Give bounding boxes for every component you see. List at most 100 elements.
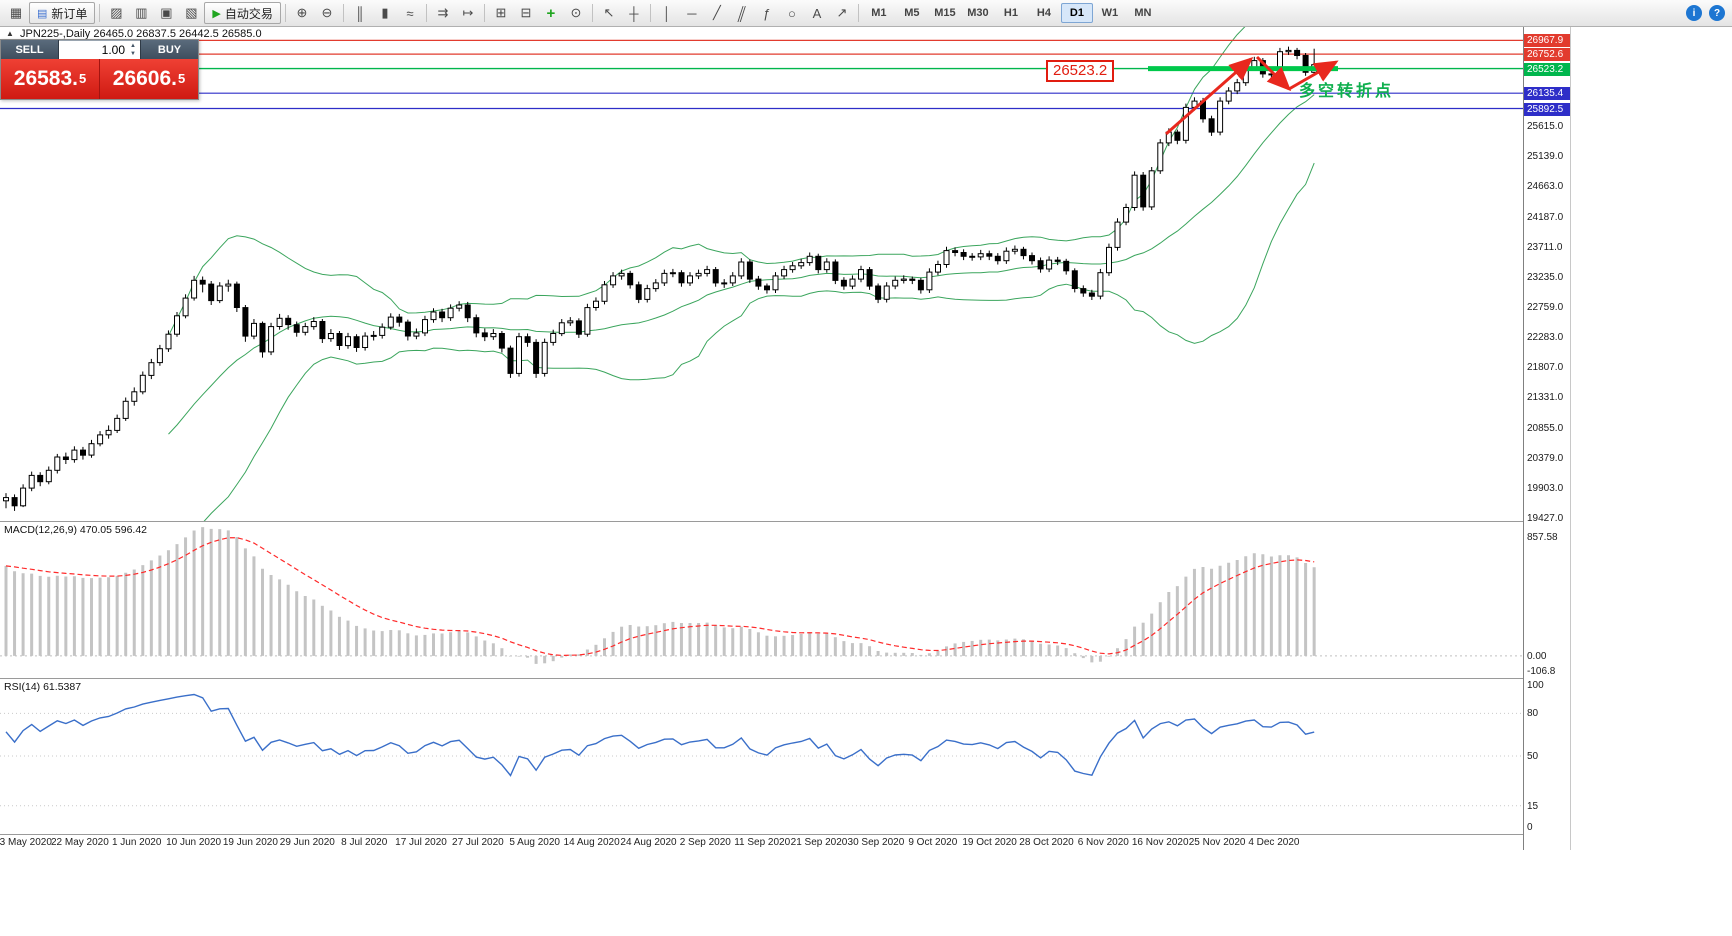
text-label-icon[interactable]: A xyxy=(812,5,822,21)
macd-axis-label: 0.00 xyxy=(1527,650,1547,662)
timeframe-d1[interactable]: D1 xyxy=(1060,3,1093,23)
bar-chart-icon[interactable]: ║ xyxy=(355,5,365,21)
rsi-axis-label: 15 xyxy=(1527,800,1539,812)
community-icon[interactable]: i xyxy=(1686,5,1702,21)
bollinger-lower-band xyxy=(203,162,1315,521)
horizontal-line-icon[interactable]: ─ xyxy=(687,5,697,21)
rsi-pane[interactable]: RSI(14) 61.5387 xyxy=(0,679,1523,834)
date-label: 8 Jul 2020 xyxy=(341,837,388,848)
timeframe-m30[interactable]: M30 xyxy=(967,7,989,19)
price-tick-label: 22759.0 xyxy=(1527,302,1564,313)
price-tick-label: 21807.0 xyxy=(1527,362,1564,374)
red-arrow[interactable] xyxy=(1165,57,1254,136)
date-label: 16 Nov 2020 xyxy=(1131,837,1189,848)
auto-scroll-icon[interactable]: ⇉ xyxy=(437,5,449,20)
price-line-label: 26752.6 xyxy=(1524,48,1571,62)
fibonacci-icon[interactable]: ƒ xyxy=(763,5,771,21)
rsi-axis-label: 100 xyxy=(1527,680,1544,691)
zoom-out-icon[interactable]: ⊖ xyxy=(321,5,333,20)
price-line-label: 26523.2 xyxy=(1524,62,1571,76)
price-axis[interactable]: 25615.0 25139.0 24663.0 24187.0 23711.0 23235… xyxy=(1523,27,1571,850)
equidistant-channel-icon[interactable]: ║ xyxy=(734,5,749,21)
candlestick-chart-icon[interactable]: ▮ xyxy=(381,5,389,20)
timeframe-m1[interactable]: M1 xyxy=(871,7,887,19)
new-order-button[interactable]: ▤ 新订单 xyxy=(29,2,96,24)
main-toolbar: ▦ ▤ 新订单 ▨ ▥ ▣ ▧ ▶ 自动交易 ⊕ ⊖ ║ ▮ ≈ ⇉ ↦ ⊞ ⊟ + ⊙ ↖ ┼ │ ─ ╱ ║ ƒ ○ A ↗ M1 M5 M… xyxy=(0,0,1732,27)
macd-histogram xyxy=(4,527,1316,664)
order-ticket-icon: ▤ xyxy=(37,7,48,20)
periods-icon[interactable]: ⊙ xyxy=(570,5,582,20)
shapes-icon[interactable]: ○ xyxy=(787,5,796,21)
crosshair-icon[interactable]: ┼ xyxy=(629,5,639,21)
date-label: 4 Dec 2020 xyxy=(1248,837,1300,848)
timeframe-m15[interactable]: M15 xyxy=(934,7,956,19)
rsi-axis-label: 0 xyxy=(1527,822,1533,833)
price-chart-pane[interactable]: ▲ JPN225-,Daily 26465.0 26837.5 26442.5 … xyxy=(0,27,1523,521)
date-label: 19 Jun 2020 xyxy=(222,837,278,848)
line-chart-icon[interactable]: ≈ xyxy=(406,5,414,21)
data-window-icon[interactable]: ▣ xyxy=(160,5,173,20)
chart-window: ▲ JPN225-,Daily 26465.0 26837.5 26442.5 … xyxy=(0,27,1571,850)
profiles-icon[interactable]: ▨ xyxy=(110,5,123,20)
price-level-callout[interactable]: 26523.2 xyxy=(1046,60,1115,82)
date-label: 29 Jun 2020 xyxy=(279,837,335,848)
buy-price[interactable]: 26606. 5 xyxy=(100,59,198,99)
market-watch-icon[interactable]: ▥ xyxy=(135,5,148,20)
macd-chart[interactable] xyxy=(0,522,1523,678)
date-label: 5 Aug 2020 xyxy=(509,837,560,848)
new-chart-icon[interactable]: ▦ xyxy=(9,5,23,20)
toolbar-separator xyxy=(99,4,101,22)
date-label: 9 Oct 2020 xyxy=(908,837,958,848)
autotrading-button-label: 自动交易 xyxy=(224,6,273,21)
buy-button[interactable]: BUY xyxy=(140,40,198,59)
price-tick-label: 24663.0 xyxy=(1527,181,1564,193)
timeframe-w1[interactable]: W1 xyxy=(1101,7,1119,19)
price-line-label: 26135.4 xyxy=(1524,87,1571,101)
toolbar-separator xyxy=(591,4,593,22)
tile-windows-icon[interactable]: ⊞ xyxy=(495,5,507,20)
cascade-windows-icon[interactable]: ⊟ xyxy=(520,5,532,20)
volume-up-icon[interactable]: ▲ xyxy=(130,43,136,49)
price-tick-label: 25615.0 xyxy=(1527,121,1564,133)
date-label: 28 Oct 2020 xyxy=(1019,837,1074,848)
rsi-line xyxy=(5,693,1315,777)
trend-arrows[interactable] xyxy=(1165,55,1339,136)
red-arrow[interactable] xyxy=(1288,60,1339,91)
chart-shift-icon[interactable]: ↦ xyxy=(462,5,474,20)
timeframe-mn[interactable]: MN xyxy=(1134,7,1152,19)
vertical-line-icon[interactable]: │ xyxy=(662,5,671,21)
macd-label: MACD(12,26,9) 470.05 596.42 xyxy=(4,524,148,536)
trendline-icon[interactable]: ╱ xyxy=(712,5,721,20)
oneclick-toggle-icon[interactable]: ▲ xyxy=(6,29,14,38)
zoom-in-icon[interactable]: ⊕ xyxy=(296,5,308,20)
price-tick-label: 23711.0 xyxy=(1527,241,1563,253)
navigator-icon[interactable]: ▧ xyxy=(185,5,198,20)
volume-down-icon[interactable]: ▼ xyxy=(130,51,136,57)
sell-button[interactable]: SELL xyxy=(1,40,59,59)
chart-symbol-period: JPN225-,Daily xyxy=(19,28,91,40)
pane-divider[interactable] xyxy=(0,521,1571,522)
cursor-icon[interactable]: ↖ xyxy=(603,5,615,20)
timeframe-h1[interactable]: H1 xyxy=(1003,7,1018,19)
chart-title: ▲ JPN225-,Daily 26465.0 26837.5 26442.5 … xyxy=(6,28,262,40)
candles-series xyxy=(3,46,1318,511)
candlestick-chart[interactable] xyxy=(0,27,1523,521)
autotrading-button[interactable]: ▶ 自动交易 xyxy=(204,2,281,24)
indicators-add-icon[interactable]: + xyxy=(546,4,556,22)
pane-divider[interactable] xyxy=(0,678,1571,679)
macd-axis-label: 857.58 xyxy=(1527,532,1558,544)
volume-input[interactable] xyxy=(59,41,140,59)
red-arrow[interactable] xyxy=(1255,55,1292,92)
macd-pane[interactable]: MACD(12,26,9) 470.05 596.42 xyxy=(0,522,1523,678)
rsi-axis-label: 80 xyxy=(1527,708,1539,720)
sell-price[interactable]: 26583. 5 xyxy=(1,59,100,99)
arrows-tool-icon[interactable]: ↗ xyxy=(836,5,848,20)
timeframe-m5[interactable]: M5 xyxy=(904,7,920,19)
rsi-chart[interactable] xyxy=(0,679,1523,834)
timeframe-h4[interactable]: H4 xyxy=(1036,7,1051,19)
price-line-label: 26967.9 xyxy=(1524,34,1571,48)
date-label: 1 Jun 2020 xyxy=(111,837,162,848)
help-icon[interactable]: ? xyxy=(1709,5,1725,21)
date-label: 2 Sep 2020 xyxy=(679,837,731,848)
